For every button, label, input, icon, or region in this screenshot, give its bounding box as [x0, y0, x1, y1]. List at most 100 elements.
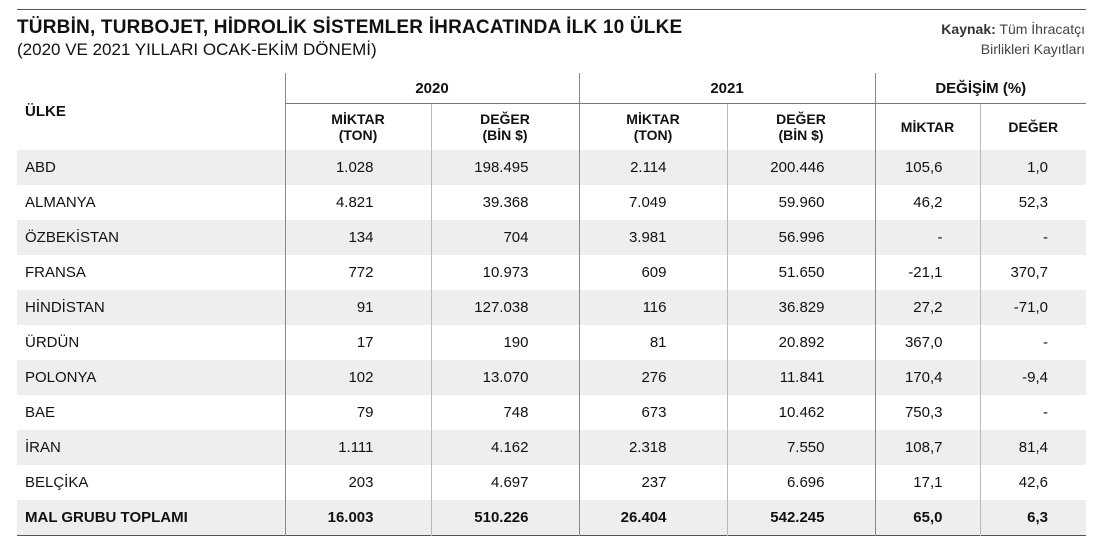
cell-country: BELÇİKA: [25, 474, 89, 491]
cell-change-amount: 46,2: [874, 185, 980, 220]
cell-value-2020: 704: [430, 220, 579, 255]
cell-country: ÜRDÜN: [25, 334, 80, 351]
cell-change-value: -9,4: [979, 360, 1086, 395]
cell-total-value-2021: 542.245: [726, 500, 875, 536]
cell-amount-2020: 203: [284, 465, 431, 500]
cell-amount-2020: 4.821: [284, 185, 431, 220]
cell-change-value: -71,0: [979, 290, 1086, 325]
cell-amount-2021: 237: [578, 465, 727, 500]
cell-change-value: 81,4: [979, 430, 1086, 465]
cell-change-value: 52,3: [979, 185, 1086, 220]
cell-amount-2020: 1.028: [284, 150, 431, 185]
table-row: POLONYA 102 13.070 276 11.841 170,4 -9,4: [17, 360, 1086, 395]
cell-amount-2020: 134: [284, 220, 431, 255]
source-line1: Tüm İhracatçı: [999, 21, 1085, 37]
column-header-value-2021: DEĞER (BİN $): [726, 103, 875, 150]
total-row: MAL GRUBU TOPLAMI 16.003 510.226 26.404 …: [17, 500, 1086, 536]
column-header-amount-2020: MİKTAR (TON): [284, 103, 431, 150]
cell-amount-2021: 609: [578, 255, 727, 290]
cell-change-amount: 17,1: [874, 465, 980, 500]
table-row: ÖZBEKİSTAN 134 704 3.981 56.996 - -: [17, 220, 1086, 255]
cell-value-2021: 11.841: [726, 360, 875, 395]
cell-country: FRANSA: [25, 264, 86, 281]
cell-change-value: -: [979, 220, 1086, 255]
column-header-amount-2021: MİKTAR (TON): [578, 103, 727, 150]
cell-change-amount: -21,1: [874, 255, 980, 290]
cell-total-amount-2020: 16.003: [284, 500, 431, 536]
cell-amount-2021: 2.318: [578, 430, 727, 465]
cell-change-amount: -: [874, 220, 980, 255]
cell-change-value: -: [979, 325, 1086, 360]
cell-value-2021: 10.462: [726, 395, 875, 430]
cell-amount-2020: 1.111: [284, 430, 431, 465]
cell-value-2020: 127.038: [430, 290, 579, 325]
cell-amount-2020: 91: [284, 290, 431, 325]
cell-value-2020: 190: [430, 325, 579, 360]
cell-value-2021: 56.996: [726, 220, 875, 255]
cell-value-2021: 36.829: [726, 290, 875, 325]
cell-amount-2020: 17: [284, 325, 431, 360]
column-group-2021: 2021: [578, 73, 875, 104]
cell-value-2021: 59.960: [726, 185, 875, 220]
cell-country: ÖZBEKİSTAN: [17, 220, 285, 255]
table-row: BAE 79 748 673 10.462 750,3 -: [17, 395, 1086, 430]
table-row: İRAN 1.111 4.162 2.318 7.550 108,7 81,4: [17, 430, 1086, 465]
cell-value-2020: 198.495: [430, 150, 579, 185]
cell-amount-2021: 2.114: [578, 150, 727, 185]
title-block: TÜRBİN, TURBOJET, HİDROLİK SİSTEMLER İHR…: [17, 17, 682, 60]
cell-change-value: 42,6: [979, 465, 1086, 500]
source-label: Kaynak:: [941, 21, 996, 37]
top-rule: [17, 9, 1086, 10]
table-row: ÜRDÜN 17 190 81 20.892 367,0 -: [17, 325, 1086, 360]
cell-value-2020: 4.162: [430, 430, 579, 465]
cell-total-change-amount: 65,0: [874, 500, 980, 536]
cell-country: BAE: [25, 404, 56, 421]
cell-amount-2021: 81: [578, 325, 727, 360]
cell-change-amount: 27,2: [874, 290, 980, 325]
column-header-change-amount: MİKTAR: [874, 103, 980, 150]
cell-amount-2020: 102: [284, 360, 431, 395]
cell-amount-2021: 3.981: [578, 220, 727, 255]
cell-total-value-2020: 510.226: [430, 500, 579, 536]
table-row: BELÇİKA 203 4.697 237 6.696 17,1 42,6: [17, 465, 1086, 500]
cell-change-value: 370,7: [979, 255, 1086, 290]
column-header-value-2020: DEĞER (BİN $): [430, 103, 579, 150]
cell-country: ABD: [17, 150, 285, 185]
cell-change-amount: 105,6: [874, 150, 980, 185]
column-header-change-value: DEĞER: [979, 103, 1086, 150]
data-table-wrapper: ÜLKE 2020 2021 DEĞİŞİM (%) MİKTAR (TON) D…: [17, 73, 1086, 536]
cell-change-amount: 170,4: [874, 360, 980, 395]
table-row: HİNDİSTAN 91 127.038 116 36.829 27,2 -71…: [17, 290, 1086, 325]
cell-value-2021: 6.696: [726, 465, 875, 500]
cell-amount-2020: 79: [284, 395, 431, 430]
cell-value-2021: 20.892: [726, 325, 875, 360]
cell-change-amount: 750,3: [874, 395, 980, 430]
cell-value-2020: 4.697: [430, 465, 579, 500]
cell-change-value: -: [979, 395, 1086, 430]
cell-change-value: 1,0: [979, 150, 1086, 185]
cell-total-change-value: 6,3: [979, 500, 1086, 536]
cell-change-amount: 108,7: [874, 430, 980, 465]
cell-country: İRAN: [17, 430, 285, 465]
cell-value-2021: 51.650: [726, 255, 875, 290]
table-subtitle: (2020 VE 2021 YILLARI OCAK-EKİM DÖNEMİ): [17, 40, 377, 59]
cell-value-2020: 13.070: [430, 360, 579, 395]
source-line2: Birlikleri Kayıtları: [980, 41, 1085, 57]
table-row: ABD 1.028 198.495 2.114 200.446 105,6 1,…: [17, 150, 1086, 185]
table-row: ALMANYA 4.821 39.368 7.049 59.960 46,2 5…: [17, 185, 1086, 220]
cell-country: HİNDİSTAN: [17, 290, 285, 325]
column-header-country: ÜLKE: [25, 103, 66, 120]
table-title: TÜRBİN, TURBOJET, HİDROLİK SİSTEMLER İHR…: [17, 17, 683, 38]
cell-country: POLONYA: [17, 360, 285, 395]
cell-amount-2021: 7.049: [578, 185, 727, 220]
cell-amount-2021: 116: [578, 290, 727, 325]
export-table: ÜLKE 2020 2021 DEĞİŞİM (%) MİKTAR (TON) D…: [17, 73, 1086, 536]
cell-value-2020: 39.368: [430, 185, 579, 220]
cell-change-amount: 367,0: [874, 325, 980, 360]
cell-total-amount-2021: 26.404: [578, 500, 727, 536]
cell-amount-2020: 772: [284, 255, 431, 290]
column-group-2020: 2020: [284, 73, 579, 104]
cell-value-2021: 7.550: [726, 430, 875, 465]
cell-country: ALMANYA: [25, 194, 96, 211]
cell-value-2020: 10.973: [430, 255, 579, 290]
